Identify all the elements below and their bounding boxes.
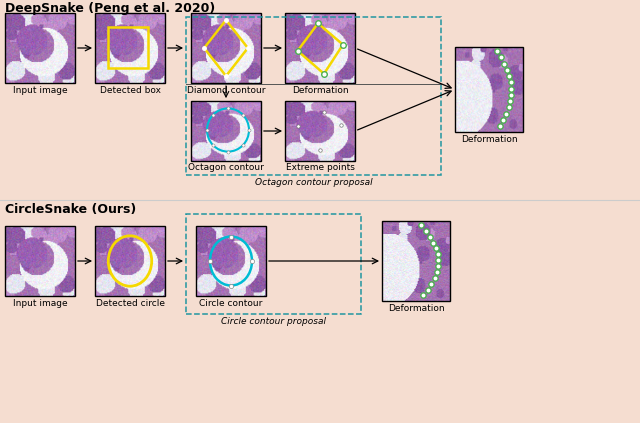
Bar	[196, 226, 266, 296]
Text: Circle contour: Circle contour	[199, 299, 262, 308]
Bar	[285, 101, 355, 161]
Text: Deformation: Deformation	[388, 304, 444, 313]
Bar	[285, 13, 355, 83]
Text: Diamond contour: Diamond contour	[187, 86, 265, 95]
Text: Deformation: Deformation	[292, 86, 348, 95]
Bar	[95, 226, 165, 296]
Bar	[186, 214, 361, 314]
Text: DeepSnake (Peng et al. 2020): DeepSnake (Peng et al. 2020)	[5, 2, 215, 15]
Bar	[382, 221, 450, 301]
Bar	[191, 13, 261, 83]
Bar	[108, 27, 148, 68]
Text: Input image: Input image	[13, 86, 67, 95]
Bar	[186, 17, 441, 175]
Bar	[191, 101, 261, 161]
Bar	[455, 47, 523, 132]
Bar	[5, 13, 75, 83]
Text: Deformation: Deformation	[461, 135, 517, 144]
Text: Octagon contour: Octagon contour	[188, 163, 264, 172]
Text: Input image: Input image	[13, 299, 67, 308]
Text: CircleSnake (Ours): CircleSnake (Ours)	[5, 203, 136, 216]
Text: Extreme points: Extreme points	[285, 163, 355, 172]
Text: Octagon contour proposal: Octagon contour proposal	[255, 178, 372, 187]
Text: Detected box: Detected box	[99, 86, 161, 95]
Text: Detected circle: Detected circle	[95, 299, 164, 308]
Bar	[95, 13, 165, 83]
Bar	[5, 226, 75, 296]
Text: Circle contour proposal: Circle contour proposal	[221, 317, 326, 326]
